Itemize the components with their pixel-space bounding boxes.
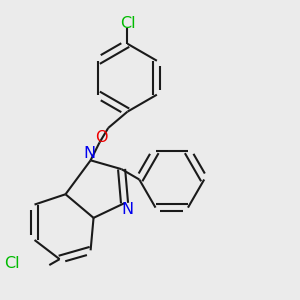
Text: N: N [83,146,95,161]
Text: Cl: Cl [120,16,135,31]
Text: O: O [95,130,107,145]
Text: Cl: Cl [4,256,20,271]
Text: N: N [122,202,134,217]
